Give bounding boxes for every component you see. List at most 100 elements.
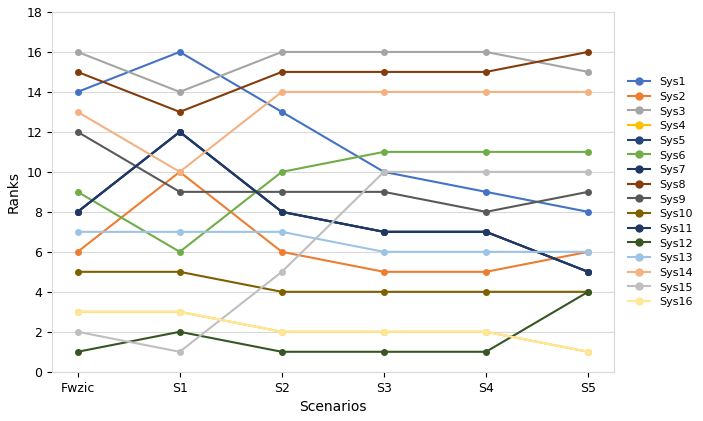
- Sys2: [176, 169, 184, 174]
- Sys9: [380, 189, 388, 195]
- Sys15: [278, 269, 286, 274]
- Sys1: [176, 49, 184, 54]
- Sys4: [73, 309, 82, 314]
- Sys3: [176, 89, 184, 94]
- Sys12: [584, 289, 593, 294]
- Sys8: [584, 49, 593, 54]
- Line: Sys9: Sys9: [75, 129, 591, 215]
- Line: Sys1: Sys1: [75, 49, 591, 215]
- Line: Sys2: Sys2: [75, 169, 591, 274]
- Sys7: [482, 229, 490, 234]
- Sys8: [380, 69, 388, 75]
- Line: Sys6: Sys6: [75, 149, 591, 255]
- Sys7: [584, 269, 593, 274]
- Sys12: [278, 349, 286, 354]
- Sys10: [584, 289, 593, 294]
- Sys9: [584, 189, 593, 195]
- Sys12: [176, 329, 184, 334]
- Sys7: [73, 209, 82, 214]
- Sys8: [176, 109, 184, 115]
- Sys12: [482, 349, 490, 354]
- Sys11: [176, 129, 184, 134]
- Sys14: [482, 89, 490, 94]
- Line: Sys8: Sys8: [75, 49, 591, 115]
- Sys2: [584, 249, 593, 254]
- Sys13: [176, 229, 184, 234]
- Sys10: [482, 289, 490, 294]
- Sys9: [482, 209, 490, 214]
- Line: Sys15: Sys15: [75, 169, 591, 354]
- Sys10: [176, 269, 184, 274]
- Y-axis label: Ranks: Ranks: [7, 171, 21, 213]
- Sys5: [176, 129, 184, 134]
- Line: Sys13: Sys13: [75, 229, 591, 255]
- Sys16: [584, 349, 593, 354]
- Sys5: [278, 209, 286, 214]
- Sys4: [584, 349, 593, 354]
- Sys14: [278, 89, 286, 94]
- Sys3: [73, 49, 82, 54]
- Sys11: [278, 209, 286, 214]
- Sys11: [482, 229, 490, 234]
- X-axis label: Scenarios: Scenarios: [299, 400, 367, 414]
- Sys14: [176, 169, 184, 174]
- Sys5: [482, 229, 490, 234]
- Sys16: [176, 309, 184, 314]
- Line: Sys10: Sys10: [75, 269, 591, 295]
- Sys15: [584, 169, 593, 174]
- Sys2: [73, 249, 82, 254]
- Sys16: [73, 309, 82, 314]
- Sys11: [584, 269, 593, 274]
- Legend: Sys1, Sys2, Sys3, Sys4, Sys5, Sys6, Sys7, Sys8, Sys9, Sys10, Sys11, Sys12, Sys13: Sys1, Sys2, Sys3, Sys4, Sys5, Sys6, Sys7…: [625, 73, 696, 311]
- Sys4: [176, 309, 184, 314]
- Sys16: [278, 329, 286, 334]
- Sys13: [584, 249, 593, 254]
- Sys1: [482, 189, 490, 195]
- Sys15: [73, 329, 82, 334]
- Line: Sys14: Sys14: [75, 89, 591, 175]
- Sys6: [176, 249, 184, 254]
- Line: Sys16: Sys16: [75, 309, 591, 354]
- Sys13: [73, 229, 82, 234]
- Sys1: [278, 109, 286, 115]
- Sys6: [73, 189, 82, 195]
- Sys15: [482, 169, 490, 174]
- Sys7: [176, 129, 184, 134]
- Sys1: [380, 169, 388, 174]
- Sys16: [380, 329, 388, 334]
- Sys3: [380, 49, 388, 54]
- Sys9: [176, 189, 184, 195]
- Line: Sys12: Sys12: [75, 289, 591, 354]
- Sys6: [380, 149, 388, 155]
- Sys7: [380, 229, 388, 234]
- Sys15: [380, 169, 388, 174]
- Sys14: [584, 89, 593, 94]
- Line: Sys7: Sys7: [75, 129, 591, 274]
- Sys13: [278, 229, 286, 234]
- Sys5: [380, 229, 388, 234]
- Sys4: [278, 329, 286, 334]
- Sys6: [584, 149, 593, 155]
- Sys10: [278, 289, 286, 294]
- Sys4: [482, 329, 490, 334]
- Line: Sys3: Sys3: [75, 49, 591, 95]
- Sys5: [584, 269, 593, 274]
- Sys14: [380, 89, 388, 94]
- Sys1: [73, 89, 82, 94]
- Line: Sys4: Sys4: [75, 309, 591, 354]
- Sys2: [278, 249, 286, 254]
- Sys2: [380, 269, 388, 274]
- Sys4: [380, 329, 388, 334]
- Sys15: [176, 349, 184, 354]
- Sys3: [482, 49, 490, 54]
- Sys16: [482, 329, 490, 334]
- Sys13: [380, 249, 388, 254]
- Sys12: [73, 349, 82, 354]
- Sys12: [380, 349, 388, 354]
- Sys11: [73, 209, 82, 214]
- Sys9: [73, 129, 82, 134]
- Sys8: [73, 69, 82, 75]
- Sys10: [73, 269, 82, 274]
- Sys9: [278, 189, 286, 195]
- Sys6: [482, 149, 490, 155]
